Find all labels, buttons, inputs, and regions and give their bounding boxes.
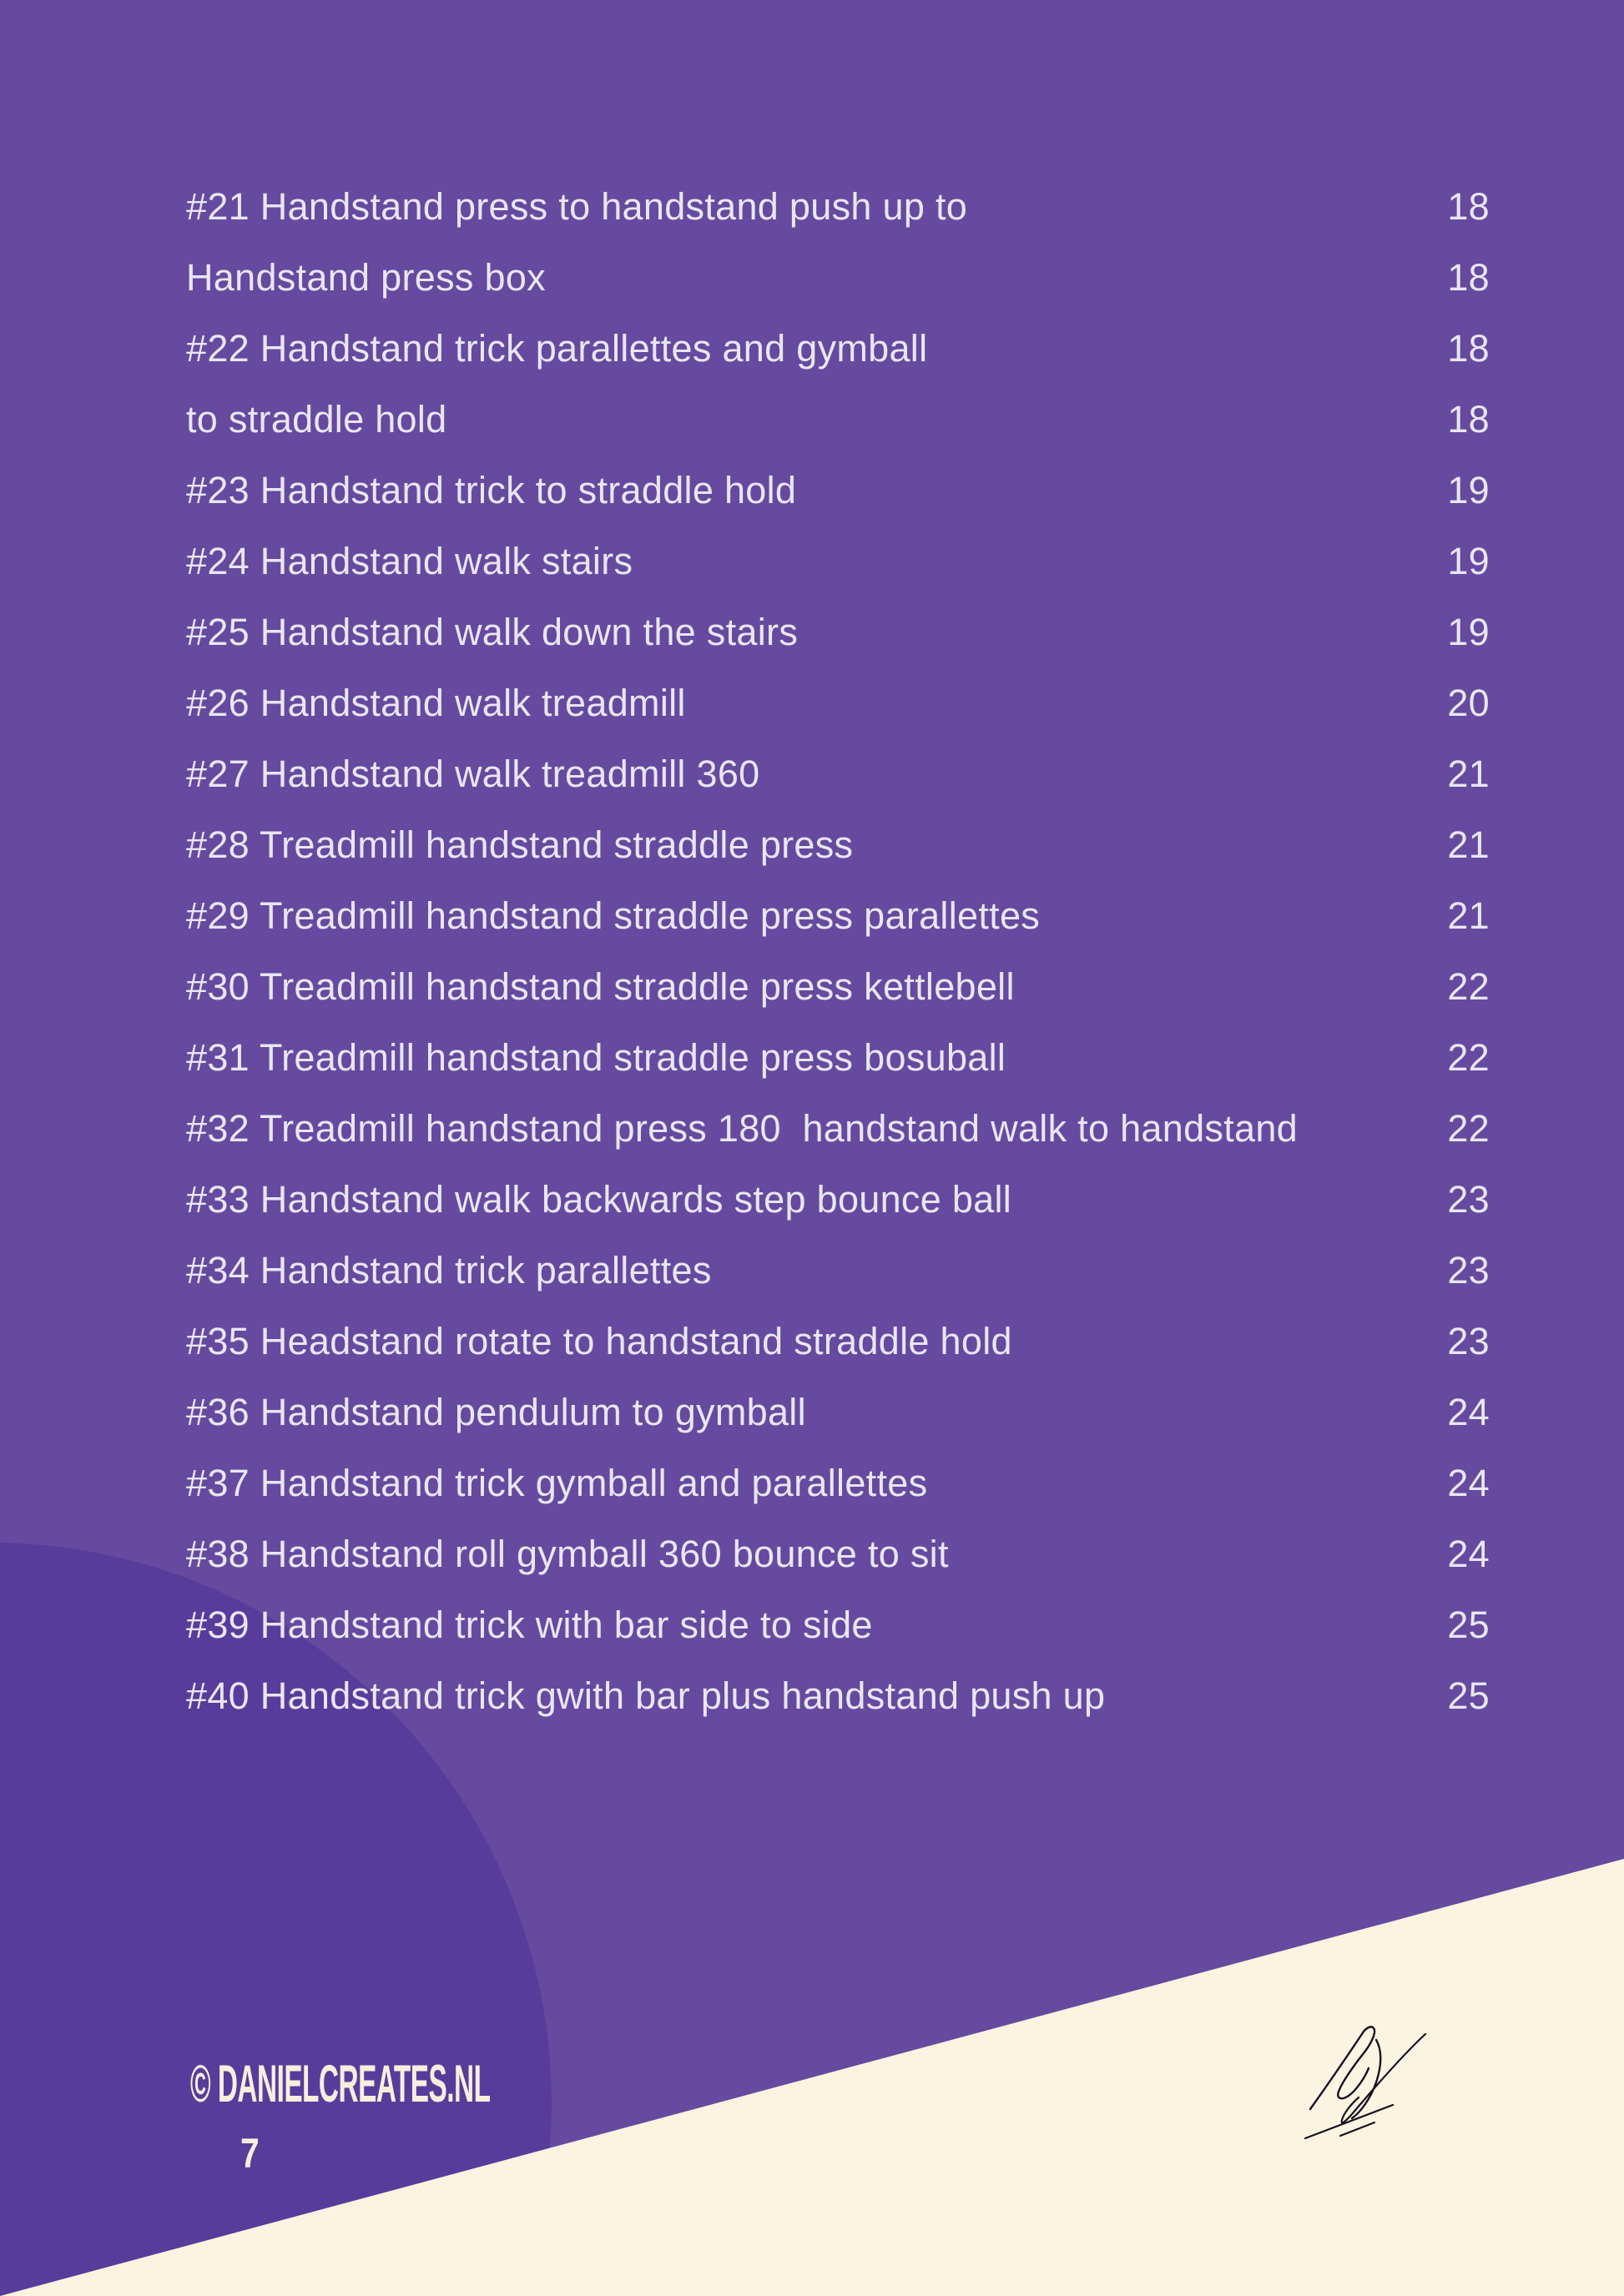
toc-row[interactable]: Handstand press box 18	[186, 242, 1490, 313]
toc-row-page: 19	[1447, 540, 1490, 582]
toc-row-label: #27 Handstand walk treadmill 360	[186, 753, 760, 795]
toc-row-label: #32 Treadmill handstand press 180 handst…	[186, 1107, 1298, 1150]
toc-row-label: #34 Handstand trick parallettes	[186, 1249, 712, 1292]
toc-row[interactable]: #32 Treadmill handstand press 180 handst…	[186, 1093, 1490, 1164]
toc-row-label: #31 Treadmill handstand straddle press b…	[186, 1036, 1006, 1079]
toc-row-page: 24	[1447, 1533, 1490, 1575]
toc-row-label: #22 Handstand trick parallettes and gymb…	[186, 327, 928, 370]
toc-row-page: 23	[1447, 1178, 1490, 1221]
toc-row-page: 19	[1447, 611, 1490, 653]
toc-row-label: #25 Handstand walk down the stairs	[186, 611, 799, 653]
toc-row[interactable]: #40 Handstand trick gwith bar plus hands…	[186, 1660, 1490, 1731]
toc-row[interactable]: #24 Handstand walk stairs 19	[186, 526, 1490, 597]
toc-row-page: 18	[1447, 398, 1490, 441]
toc-row[interactable]: #36 Handstand pendulum to gymball 24	[186, 1377, 1490, 1448]
toc-row[interactable]: #29 Treadmill handstand straddle press p…	[186, 880, 1490, 951]
toc-row-label: #35 Headstand rotate to handstand stradd…	[186, 1320, 1012, 1362]
toc-row[interactable]: #28 Treadmill handstand straddle press 21	[186, 809, 1490, 880]
toc-row-label: #24 Handstand walk stairs	[186, 540, 633, 582]
toc-row[interactable]: #31 Treadmill handstand straddle press b…	[186, 1022, 1490, 1093]
toc-row-page: 24	[1447, 1462, 1490, 1504]
toc-row-label: #29 Treadmill handstand straddle press p…	[186, 894, 1041, 937]
toc-row-label: to straddle hold	[186, 398, 447, 441]
toc-row[interactable]: #25 Handstand walk down the stairs 19	[186, 597, 1490, 667]
toc-row-page: 21	[1447, 823, 1490, 866]
signature-underline-short	[1339, 2121, 1376, 2137]
toc-row-label: #37 Handstand trick gymball and parallet…	[186, 1462, 928, 1504]
toc-row-label: #21 Handstand press to handstand push up…	[186, 185, 968, 228]
toc-row[interactable]: #27 Handstand walk treadmill 360 21	[186, 738, 1490, 809]
toc-row[interactable]: #33 Handstand walk backwards step bounce…	[186, 1164, 1490, 1235]
signature-y-slash-stroke	[1340, 2032, 1427, 2124]
toc-row-label: #33 Handstand walk backwards step bounce…	[186, 1178, 1012, 1221]
toc-row-page: 19	[1447, 469, 1490, 511]
toc-row[interactable]: #38 Handstand roll gymball 360 bounce to…	[186, 1518, 1490, 1589]
toc-row-label: #23 Handstand trick to straddle hold	[186, 469, 797, 511]
toc-row-page: 22	[1447, 1036, 1490, 1079]
signature-y-left-stroke	[1350, 2038, 1382, 2120]
toc-list: #21 Handstand press to handstand push up…	[186, 171, 1490, 1731]
toc-row-label: #26 Handstand walk treadmill	[186, 682, 686, 724]
toc-row[interactable]: #39 Handstand trick with bar side to sid…	[186, 1589, 1490, 1660]
toc-row[interactable]: #34 Handstand trick parallettes 23	[186, 1235, 1490, 1306]
signature-underline-long	[1304, 2103, 1395, 2140]
toc-row-page: 23	[1447, 1249, 1490, 1292]
toc-row-page: 18	[1447, 256, 1490, 299]
toc-row[interactable]: #22 Handstand trick parallettes and gymb…	[186, 313, 1490, 384]
toc-row-label: #36 Handstand pendulum to gymball	[186, 1391, 806, 1433]
toc-row[interactable]: #30 Treadmill handstand straddle press k…	[186, 951, 1490, 1022]
toc-row[interactable]: #23 Handstand trick to straddle hold 19	[186, 455, 1490, 526]
toc-row-label: #38 Handstand roll gymball 360 bounce to…	[186, 1533, 949, 1575]
toc-row[interactable]: #35 Headstand rotate to handstand stradd…	[186, 1306, 1490, 1377]
toc-row-label: Handstand press box	[186, 256, 546, 299]
copyright-text: © DANIELCREATES.NL	[190, 2055, 491, 2113]
signature-dy-icon	[1304, 2026, 1427, 2140]
toc-row-label: #30 Treadmill handstand straddle press k…	[186, 965, 1015, 1008]
toc-row-page: 22	[1447, 1107, 1490, 1150]
toc-row-page: 18	[1447, 327, 1490, 370]
toc-row-page: 25	[1447, 1604, 1490, 1646]
toc-row-label: #28 Treadmill handstand straddle press	[186, 823, 854, 866]
toc-row-page: 21	[1447, 894, 1490, 937]
toc-row-page: 25	[1447, 1674, 1490, 1717]
toc-row-label: #40 Handstand trick gwith bar plus hands…	[186, 1674, 1106, 1717]
toc-row-page: 21	[1447, 753, 1490, 795]
toc-row-page: 23	[1447, 1320, 1490, 1362]
signature-d-stroke	[1309, 2026, 1376, 2111]
toc-row[interactable]: #21 Handstand press to handstand push up…	[186, 171, 1490, 242]
toc-row-page: 18	[1447, 185, 1490, 228]
toc-row[interactable]: to straddle hold 18	[186, 384, 1490, 455]
toc-row-page: 20	[1447, 682, 1490, 724]
toc-row-page: 22	[1447, 965, 1490, 1008]
toc-row[interactable]: #26 Handstand walk treadmill 20	[186, 667, 1490, 738]
page-number: 7	[240, 2130, 260, 2177]
toc-row[interactable]: #37 Handstand trick gymball and parallet…	[186, 1448, 1490, 1518]
toc-row-label: #39 Handstand trick with bar side to sid…	[186, 1604, 873, 1646]
toc-row-page: 24	[1447, 1391, 1490, 1433]
